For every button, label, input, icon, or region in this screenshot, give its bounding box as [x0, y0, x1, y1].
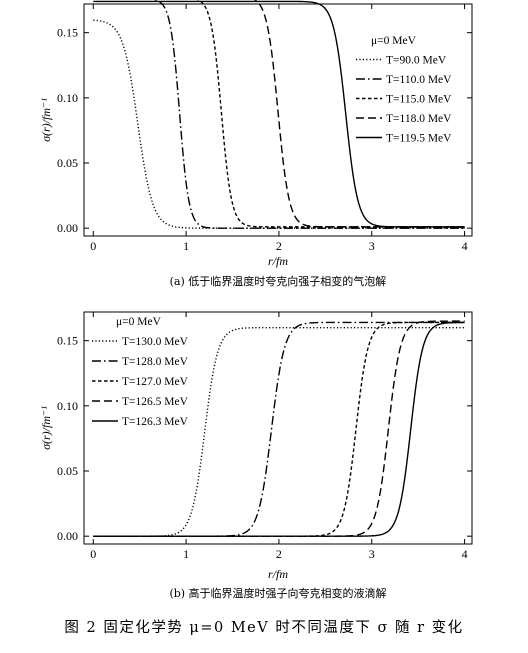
x-tick-label: 4 — [462, 547, 468, 561]
plot-frame-a — [83, 3, 473, 237]
x-axis-label-b: r/fm — [268, 567, 288, 581]
legend-entry: T=90.0 MeV — [386, 55, 447, 67]
x-tick-label: 1 — [183, 239, 189, 253]
legend-entry: T=118.0 MeV — [386, 113, 452, 125]
legend-entry: T=130.0 MeV — [122, 336, 189, 348]
y-tick-label: 0.05 — [57, 464, 78, 478]
x-tick-label: 0 — [90, 547, 96, 561]
legend-entry: T=119.5 MeV — [386, 133, 452, 145]
x-tick-label: 2 — [276, 547, 282, 561]
y-axis-label-a: σ(r)/fm⁻¹ — [39, 98, 53, 142]
panel-b: 0 1 2 3 4 0.00 0.05 0.10 0.15 μ=0 MeV T=130.0 MeV… — [39, 311, 473, 600]
x-tick-label: 1 — [183, 547, 189, 561]
y-tick-label: 0.00 — [57, 221, 78, 235]
plot-frame-b — [83, 311, 473, 545]
y-axis-label-b: σ(r)/fm⁻¹ — [39, 406, 53, 450]
y-tick-label: 0.15 — [57, 334, 78, 348]
legend-entry: T=127.0 MeV — [122, 376, 189, 388]
series-line-long-dash — [93, 320, 465, 537]
subtitle-a: (a) 低于临界温度时夸克向强子相变的气泡解 — [170, 274, 387, 288]
figure-caption: 图 2 固定化学势 μ=0 MeV 时不同温度下 σ 随 r 变化 — [64, 619, 463, 636]
y-tick-label: 0.15 — [57, 26, 78, 40]
x-tick-label: 2 — [276, 239, 282, 253]
subtitle-b: (b) 高于临界温度时强子向夸克相变的液滴解 — [169, 586, 386, 600]
series-line-short-dash — [93, 321, 465, 537]
series-line-solid — [93, 321, 465, 537]
legend-entry: T=115.0 MeV — [386, 94, 452, 106]
legend-title: μ=0 MeV — [371, 35, 417, 47]
y-tick-label: 0.05 — [57, 156, 78, 170]
legend-entry: T=110.0 MeV — [386, 74, 452, 86]
series-line-dashdot — [151, 0, 465, 229]
y-tick-label: 0.10 — [57, 399, 78, 413]
x-axis-label-a: r/fm — [268, 254, 288, 268]
legend-entry: T=126.5 MeV — [122, 396, 189, 408]
y-tick-label: 0.10 — [57, 91, 78, 105]
panel-a: 0 1 2 3 4 0.00 0.05 0.10 0.15 μ=0 MeV T=90.0 MeV T… — [39, 0, 473, 288]
series-line-dashdot — [93, 321, 465, 537]
series-line-solid — [93, 0, 465, 228]
y-tick-label: 0.00 — [57, 529, 78, 543]
legend-entry: T=128.0 MeV — [122, 356, 189, 368]
x-tick-label: 3 — [369, 547, 375, 561]
legend-title: μ=0 MeV — [116, 316, 162, 328]
x-tick-label: 4 — [462, 239, 468, 253]
x-tick-label: 0 — [90, 239, 96, 253]
series-line-short-dash — [196, 0, 465, 228]
legend-entry: T=126.3 MeV — [122, 416, 189, 428]
x-tick-label: 3 — [369, 239, 375, 253]
